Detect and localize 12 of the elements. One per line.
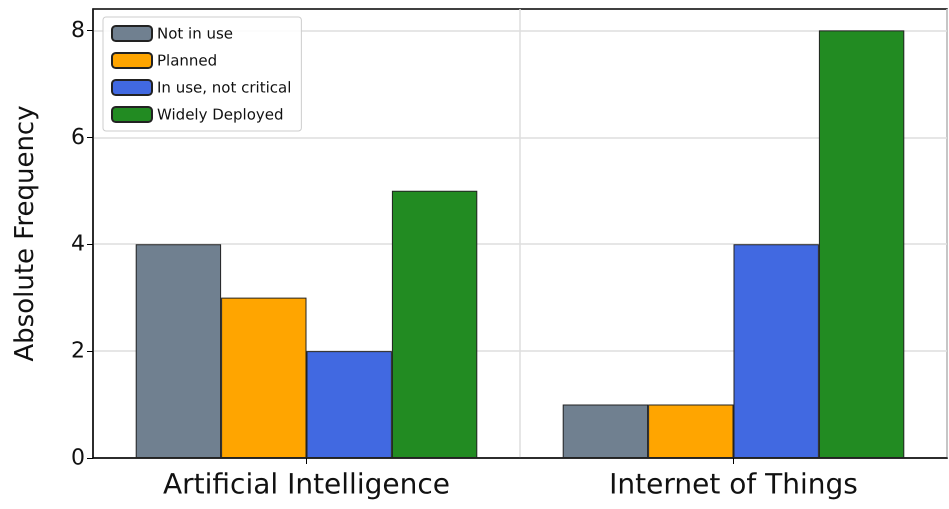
y-tick-label: 8 [71,18,85,43]
legend-label: Widely Deployed [157,106,284,124]
y-tick-label: 2 [71,338,85,364]
y-tick-label: 6 [71,124,85,150]
y-tick-label: 0 [71,446,85,470]
x-tick-label: Internet of Things [609,468,858,500]
legend-label: Planned [157,52,218,70]
y-axis-title: Absolute Frequency [10,105,40,362]
legend-label: In use, not critical [157,78,292,96]
legend-label: Not in use [157,24,234,42]
y-tick-label: 4 [71,232,85,257]
x-tick-label: Artificial Intelligence [163,468,450,500]
